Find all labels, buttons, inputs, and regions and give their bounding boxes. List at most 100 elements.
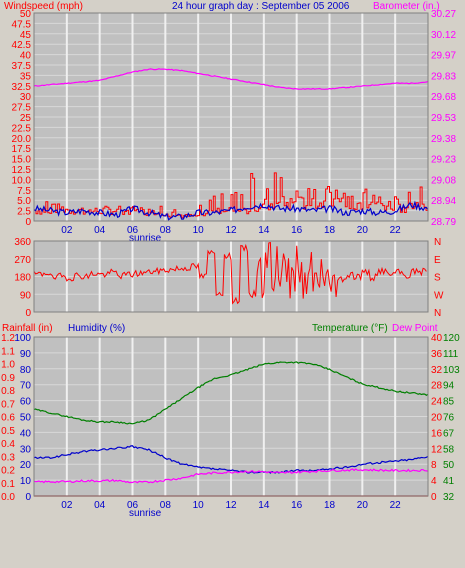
y-tick-label: 35 — [20, 71, 32, 82]
y-tick-label: 60 — [20, 397, 32, 408]
rain-humidity-temperature-x-axis: 02 04 06 08 10 12 14 16 18 20 22 — [61, 500, 401, 511]
y-tick-label: 29.97 — [431, 51, 456, 62]
temperature-axis: 32 41 50 58 67 76 85 94 103 111 120 — [443, 333, 460, 503]
y-tick-label: 40 — [20, 51, 32, 62]
barometer-axis: 28.79 28.94 29.08 29.23 29.38 29.53 29.68 29.83… — [431, 9, 456, 228]
y-tick-label: 28.79 — [431, 217, 456, 228]
y-tick-label: 32 — [443, 492, 455, 503]
y-tick-label: 30 — [20, 444, 32, 455]
y-tick-label: 0 — [431, 492, 437, 503]
y-tick-label: 111 — [443, 349, 459, 360]
y-tick-label: 28.94 — [431, 196, 456, 207]
y-tick-label: 17.5 — [12, 144, 32, 155]
x-tick-label: 20 — [357, 500, 369, 511]
y-tick-label: 10 — [20, 476, 32, 487]
wind-direction-degrees-axis: 0 90 180 270 360 — [14, 237, 31, 319]
rainfall-axis-label: Rainfall (in) — [2, 323, 53, 334]
y-tick-label: 1.2 — [1, 333, 15, 344]
y-tick-label: 24 — [431, 397, 443, 408]
y-tick-label: 4 — [431, 476, 437, 487]
wind-barometer-grid — [34, 13, 428, 221]
wind-barometer-series — [33, 68, 429, 221]
y-tick-label: 180 — [14, 273, 31, 284]
y-tick-label: 16 — [431, 428, 443, 439]
x-tick-label: 22 — [390, 225, 402, 236]
humidity-line — [33, 445, 429, 474]
graph-title: 24 hour graph day : September 05 2006 — [172, 1, 350, 12]
y-tick-label: 0.1 — [1, 479, 15, 490]
y-tick-label: 32.5 — [12, 82, 32, 93]
x-tick-label: 10 — [193, 225, 205, 236]
x-tick-label: 02 — [61, 500, 73, 511]
y-tick-label: 90 — [20, 290, 32, 301]
dew-point-axis-label: Dew Point — [392, 323, 438, 334]
sunrise-label-bottom: sunrise — [129, 508, 162, 519]
x-tick-label: 08 — [160, 500, 172, 511]
windspeed-axis: 02.55.07.510.012.515.017.520.022.52527.5… — [12, 9, 32, 228]
wind-barometer-frame — [33, 12, 429, 222]
y-tick-label: 76 — [443, 413, 455, 424]
y-tick-label: 100 — [14, 333, 31, 344]
y-tick-label: 0.9 — [1, 373, 15, 384]
y-tick-label: 29.83 — [431, 71, 456, 82]
x-tick-label: 08 — [160, 225, 172, 236]
y-tick-label: 50 — [443, 460, 455, 471]
y-tick-label: 30.12 — [431, 30, 456, 41]
x-tick-label: 02 — [61, 225, 73, 236]
y-tick-label: 0 — [25, 308, 31, 319]
x-tick-label: 06 — [127, 225, 139, 236]
sunrise-label-top: sunrise — [129, 233, 162, 244]
y-tick-label: 270 — [14, 255, 31, 266]
wind-direction-line — [33, 241, 427, 305]
y-tick-label: 40 — [20, 428, 32, 439]
wind-barometer-x-axis: 02 04 06 08 10 12 14 16 18 20 22 — [61, 225, 401, 236]
y-tick-label: 80 — [20, 365, 32, 376]
x-tick-label: 18 — [324, 225, 336, 236]
wind-gust-line — [33, 200, 429, 221]
wind-direction-series — [33, 241, 427, 305]
y-tick-label: 12.5 — [12, 165, 32, 176]
x-tick-label: 16 — [291, 225, 303, 236]
x-tick-label: 18 — [324, 500, 336, 511]
y-tick-label: 0.6 — [1, 413, 15, 424]
y-tick-label: N — [434, 237, 441, 248]
y-tick-label: 1.1 — [1, 346, 15, 357]
humidity-axis-label: Humidity (%) — [68, 323, 125, 334]
y-tick-label: 103 — [443, 365, 460, 376]
y-tick-label: 0 — [25, 217, 31, 228]
y-tick-label: 32 — [431, 365, 443, 376]
y-tick-label: 30.27 — [431, 9, 456, 20]
y-tick-label: 40 — [431, 333, 443, 344]
x-tick-label: 10 — [193, 500, 205, 511]
y-tick-label: 20 — [20, 460, 32, 471]
y-tick-label: 58 — [443, 444, 455, 455]
y-tick-label: 42.5 — [12, 40, 32, 51]
windspeed-axis-label: Windspeed (mph) — [4, 1, 83, 12]
x-tick-label: 16 — [291, 500, 303, 511]
temperature-line — [33, 361, 429, 425]
wind-direction-frame — [33, 240, 429, 313]
y-tick-label: 8 — [431, 460, 437, 471]
y-tick-label: 5.0 — [17, 196, 31, 207]
y-tick-label: 0.5 — [1, 426, 15, 437]
x-tick-label: 12 — [225, 225, 237, 236]
y-tick-label: 0 — [25, 492, 31, 503]
dew-point-line — [33, 468, 429, 484]
rainfall-axis: 0.0 0.1 0.2 0.3 0.4 0.5 0.6 0.7 0.8 0.9 1.0 1.1 1.2 — [1, 333, 15, 503]
dew-point-axis: 0 4 8 12 16 20 24 28 32 36 40 — [431, 333, 443, 503]
x-tick-label: 14 — [258, 225, 270, 236]
y-tick-label: 70 — [20, 381, 32, 392]
y-tick-label: 0.7 — [1, 399, 15, 410]
x-tick-label: 04 — [94, 225, 106, 236]
y-tick-label: W — [434, 290, 444, 301]
barometer-axis-label: Barometer (in.) — [373, 1, 440, 12]
y-tick-label: 28 — [431, 381, 443, 392]
y-tick-label: 45 — [20, 30, 32, 41]
x-tick-label: 12 — [225, 500, 237, 511]
y-tick-label: 0.4 — [1, 439, 15, 450]
y-tick-label: 50 — [20, 413, 32, 424]
y-tick-label: 67 — [443, 428, 455, 439]
